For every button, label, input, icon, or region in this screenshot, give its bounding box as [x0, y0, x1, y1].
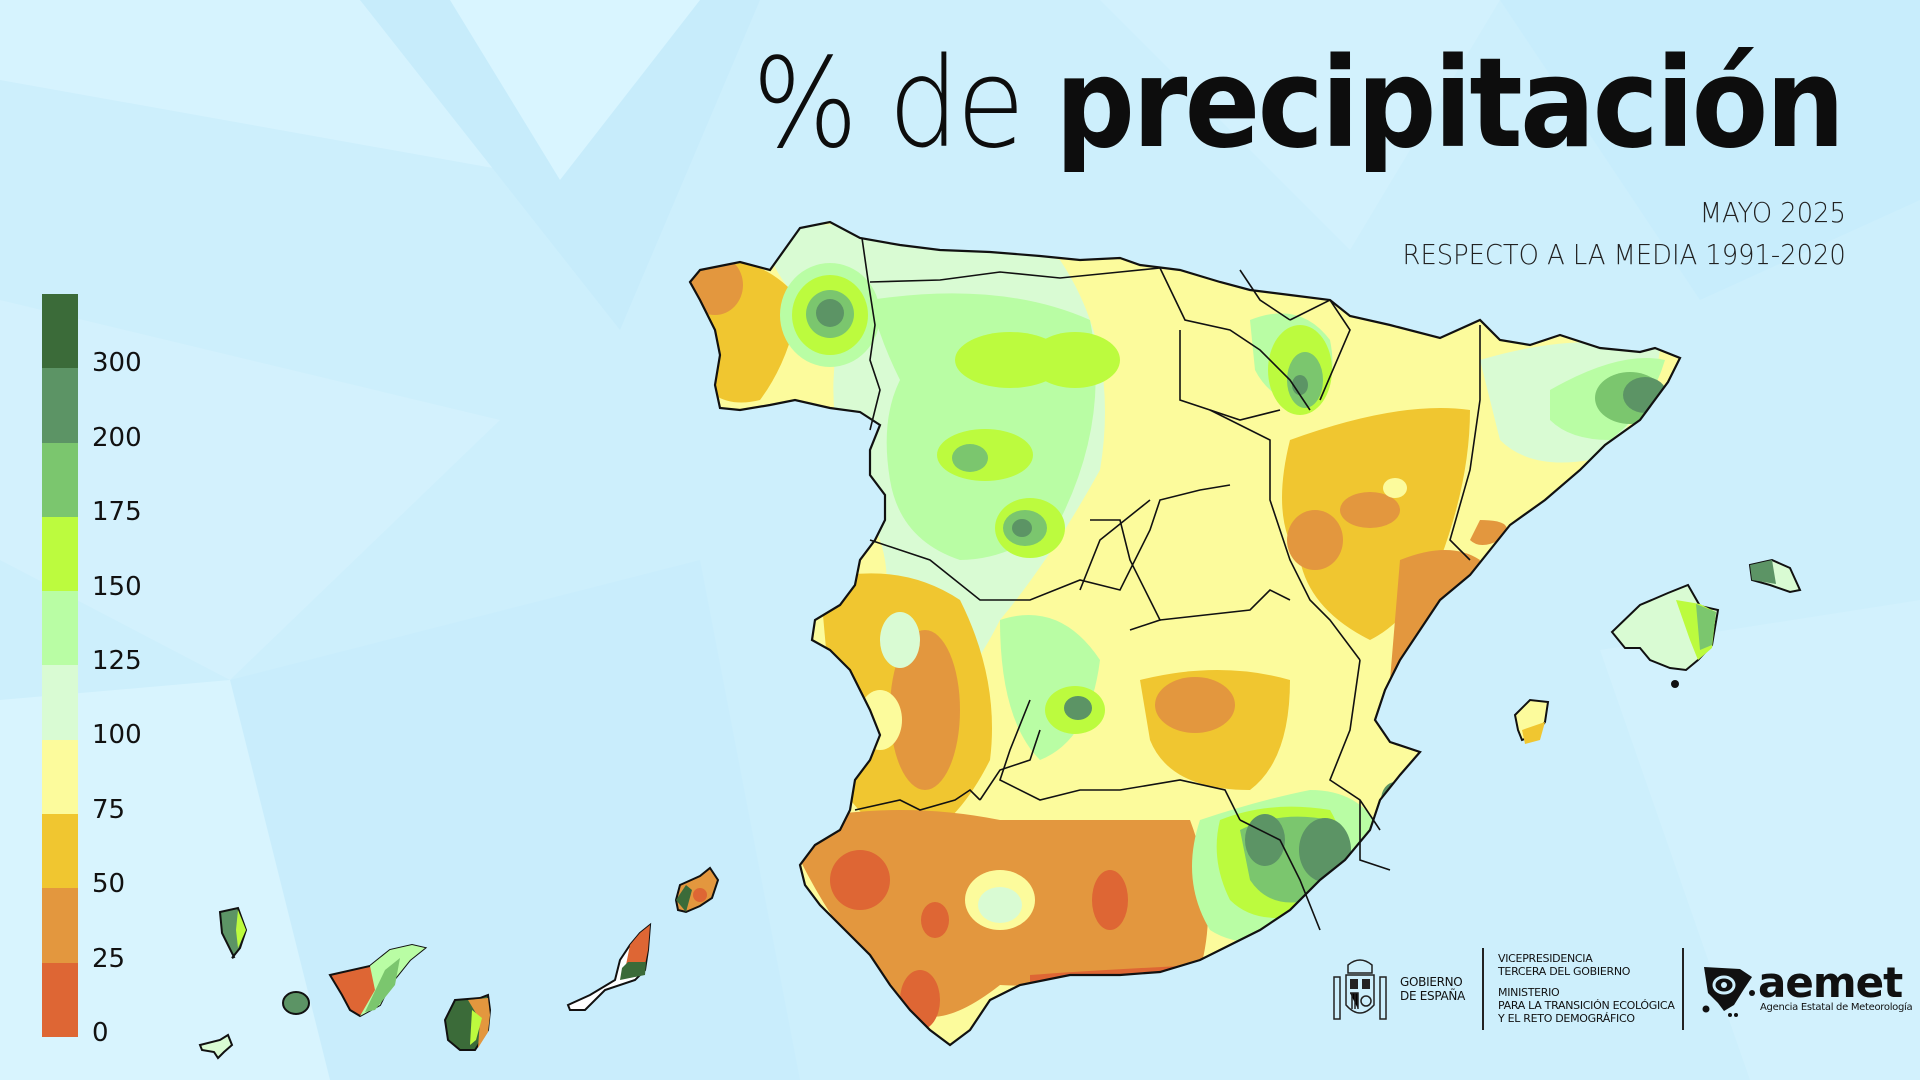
color-legend	[42, 294, 78, 1037]
page-title: % de precipitación	[751, 32, 1845, 176]
vice-line1: VICEPRESIDENCIA	[1498, 952, 1593, 965]
legend-bin	[42, 665, 78, 740]
ministerio-text: VICEPRESIDENCIA TERCERA DEL GOBIERNO MIN…	[1498, 952, 1675, 1025]
vice-line2: TERCERA DEL GOBIERNO	[1498, 965, 1631, 978]
legend-label: 300	[92, 348, 142, 378]
min-line3: Y EL RETO DEMOGRÁFICO	[1498, 1012, 1635, 1025]
legend-label: 125	[92, 646, 142, 676]
legend-bin	[42, 294, 78, 369]
legend-label: 100	[92, 720, 142, 750]
coat-of-arms-icon	[1333, 959, 1387, 1020]
reference-label: RESPECTO A LA MEDIA 1991-2020	[1402, 238, 1846, 271]
legend-label: 75	[92, 795, 126, 825]
min-line1: MINISTERIO	[1498, 986, 1560, 999]
legend-bin	[42, 814, 78, 889]
period-label: MAYO 2025	[1699, 196, 1846, 229]
legend-label: 150	[92, 572, 142, 602]
footer-divider	[1482, 948, 1484, 1030]
aemet-logo-icon	[1702, 967, 1755, 1017]
legend-bin	[42, 962, 78, 1037]
canary-islands	[198, 866, 720, 1060]
footer-divider	[1682, 948, 1684, 1030]
title-main: precipitación	[1054, 32, 1845, 176]
balearic-islands	[1513, 558, 1802, 744]
legend-bin	[42, 442, 78, 517]
min-line2: PARA LA TRANSICIÓN ECOLÓGICA	[1498, 999, 1675, 1012]
legend-label: 0	[92, 1018, 109, 1048]
legend-label: 25	[92, 944, 126, 974]
legend-bin	[42, 591, 78, 666]
aemet-wordmark: aemet	[1758, 958, 1903, 1007]
title-prefix: % de	[751, 32, 1055, 176]
aemet-subtitle: Agencia Estatal de Meteorología	[1760, 1002, 1913, 1013]
legend-label: 50	[92, 869, 126, 899]
legend-bin	[42, 888, 78, 963]
legend-bin	[42, 368, 78, 443]
peninsula-fill	[690, 222, 1680, 1045]
gob-line1: GOBIERNO	[1400, 975, 1463, 989]
legend-label: 175	[92, 497, 142, 527]
gob-line2: DE ESPAÑA	[1400, 989, 1465, 1003]
gobierno-logo	[1330, 955, 1390, 1025]
legend-label: 200	[92, 423, 142, 453]
legend-bin	[42, 739, 78, 815]
region-borders	[854, 237, 1481, 931]
gobierno-text: GOBIERNO DE ESPAÑA	[1400, 975, 1465, 1003]
legend-bin	[42, 516, 78, 592]
